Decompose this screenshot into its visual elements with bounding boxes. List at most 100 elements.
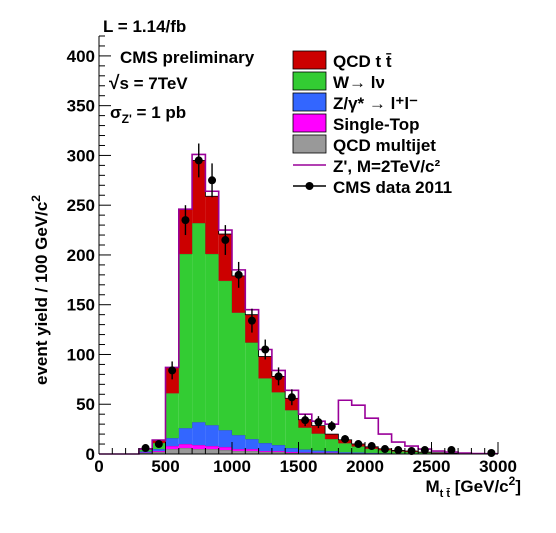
x-tick-label-2500: 2500 <box>413 457 451 476</box>
data-point-6 <box>221 236 230 245</box>
data-point-8 <box>247 316 256 325</box>
x-tick-label-1000: 1000 <box>213 457 251 476</box>
bar-w-l-11 <box>245 342 259 440</box>
data-point-14 <box>327 422 336 431</box>
bar-z-l-l-11 <box>245 439 259 450</box>
bar-w-l-5 <box>165 393 179 439</box>
x-axis-label: Mt t̄ [GeV/c2] <box>425 474 521 500</box>
lumi-label: L = 1.14/fb <box>103 17 186 36</box>
x-axis-label-sub: t t̄ <box>440 488 451 500</box>
bar-z-l-l-17 <box>325 451 339 453</box>
bar-w-l-7 <box>192 223 206 423</box>
legend-label-w-lnu: W→ lν <box>333 73 385 92</box>
bar-qcd-multijet-8 <box>205 449 219 454</box>
bar-qcd-t-t-17 <box>325 434 339 440</box>
bar-qcd-multijet-11 <box>245 451 259 454</box>
bar-qcd-t-t-7 <box>192 160 206 224</box>
legend-swatch-w-lnu <box>292 71 327 91</box>
bar-qcd-multijet-4 <box>152 452 166 454</box>
bar-z-l-l-5 <box>165 438 179 447</box>
y-axis-label: event yield / 100 GeV/c2 <box>29 195 51 385</box>
axes: 0 500 1000 1500 2000 2500 3000 0 50 100 150 200 250 3… <box>67 35 517 476</box>
bar-z-l-l-10 <box>232 435 246 450</box>
bar-w-l-13 <box>271 392 286 446</box>
bar-z-l-l-9 <box>218 430 232 448</box>
legend-swatch-single-top <box>292 113 327 133</box>
bar-single-top-13 <box>271 451 286 453</box>
legend-marker-data <box>305 182 314 190</box>
bar-single-top-10 <box>232 449 246 452</box>
bar-single-top-11 <box>245 449 259 452</box>
data-points <box>141 143 496 458</box>
bar-qcd-multijet-7 <box>192 449 206 454</box>
legend-label-zgamma: Z/γ* → l⁺l⁻ <box>333 94 418 113</box>
legend-label-single-top: Single-Top <box>333 115 420 134</box>
data-point-5 <box>208 176 217 185</box>
y-tick-label-350: 350 <box>67 97 95 116</box>
bar-single-top-9 <box>218 447 232 451</box>
y-axis-label-sup: 2 <box>29 195 43 202</box>
bar-w-l-20 <box>365 448 379 453</box>
bar-z-l-l-12 <box>258 443 272 452</box>
bar-w-l-16 <box>311 433 326 451</box>
bar-w-l-18 <box>338 443 352 453</box>
y-tick-label-200: 200 <box>67 246 95 265</box>
data-point-17 <box>367 442 376 451</box>
bar-single-top-7 <box>192 445 206 450</box>
bar-z-l-l-6 <box>178 428 193 445</box>
bar-w-l-15 <box>298 427 312 450</box>
data-point-0 <box>141 444 150 453</box>
data-point-16 <box>354 440 363 449</box>
bar-w-l-9 <box>218 280 232 431</box>
data-point-1 <box>154 440 163 449</box>
bar-w-l-10 <box>232 312 246 436</box>
y-tick-label-100: 100 <box>67 345 95 364</box>
y-tick-label-150: 150 <box>67 296 95 315</box>
y-tick-label-0: 0 <box>86 445 95 464</box>
data-point-10 <box>274 372 283 381</box>
bar-single-top-6 <box>178 444 193 449</box>
data-point-4 <box>194 156 203 165</box>
y-axis-label-text: event yield / 100 GeV/c <box>32 202 51 385</box>
bar-qcd-t-t-12 <box>258 356 272 379</box>
data-point-18 <box>380 445 389 454</box>
data-point-9 <box>261 345 270 354</box>
bar-w-l-14 <box>285 410 299 449</box>
bar-qcd-t-t-5 <box>165 367 179 394</box>
bar-w-l-19 <box>351 446 365 453</box>
legend-label-zprime: Z', M=2TeV/c² <box>333 157 441 176</box>
data-point-19 <box>394 446 403 455</box>
bar-qcd-t-t-9 <box>218 234 232 281</box>
legend-label-data: CMS data 2011 <box>333 178 452 197</box>
x-tick-label-500: 500 <box>151 457 179 476</box>
bar-w-l-6 <box>178 253 193 429</box>
legend: QCD t t̄ W→ lν Z/γ* → l⁺l⁻ Single-Top QC… <box>292 50 452 197</box>
x-tick-label-0: 0 <box>94 457 103 476</box>
bar-w-l-12 <box>258 378 272 444</box>
x-axis-label-unit: [GeV/c <box>450 477 509 496</box>
bar-single-top-5 <box>165 446 179 450</box>
x-tick-label-2000: 2000 <box>346 457 384 476</box>
data-point-23 <box>487 449 496 458</box>
bar-qcd-multijet-13 <box>271 452 286 454</box>
bar-z-l-l-8 <box>205 425 219 447</box>
data-point-3 <box>181 216 190 225</box>
bar-single-top-4 <box>152 451 166 453</box>
legend-swatch-qcd-ttbar <box>292 50 327 70</box>
energy-text: s = 7TeV <box>119 74 188 93</box>
y-tick-label-250: 250 <box>67 196 95 215</box>
bar-qcd-multijet-12 <box>258 452 272 454</box>
bar-w-l-8 <box>205 253 219 426</box>
data-point-11 <box>287 393 296 402</box>
y-tick-label-400: 400 <box>67 47 95 66</box>
x-tick-label-1500: 1500 <box>280 457 318 476</box>
cross-section-label: σZ' = 1 pb <box>110 103 186 126</box>
data-point-13 <box>314 418 323 427</box>
energy-label: √s = 7TeV <box>109 73 188 94</box>
bar-z-l-l-14 <box>285 448 299 453</box>
bar-z-l-l-15 <box>298 449 312 453</box>
data-point-12 <box>301 416 310 425</box>
data-point-2 <box>168 366 177 375</box>
bar-z-l-l-16 <box>311 450 326 453</box>
